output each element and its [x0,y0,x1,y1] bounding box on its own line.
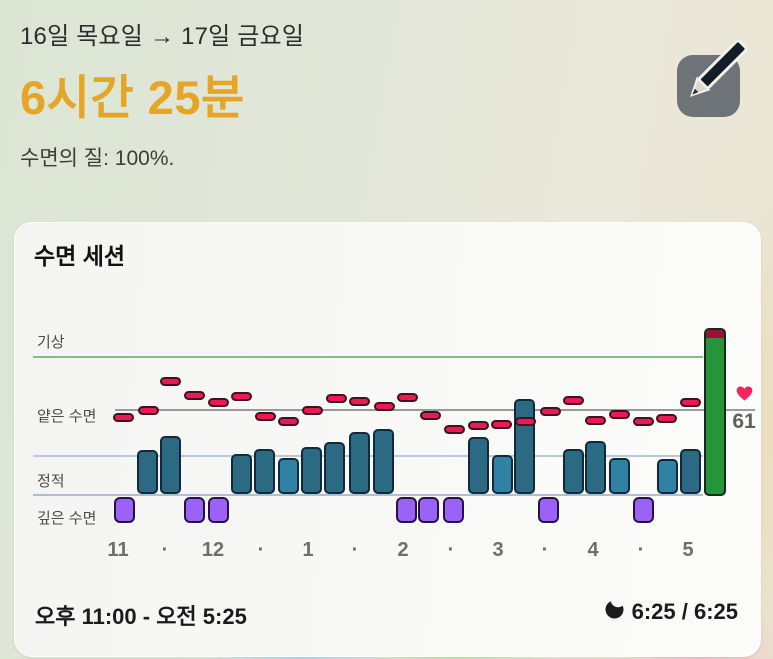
snooze-times: 6:25 / 6:25 [631,599,738,624]
movement-bar [468,437,489,494]
heart-rate-point [159,376,181,386]
heart-rate-point [325,393,347,403]
x-axis-label-hour: 2 [397,539,409,561]
movement-bar [585,441,606,494]
y-axis-label-light-sleep: 얕은 수면 [37,408,97,425]
x-axis-tick-dot: · [637,539,645,561]
heart-rate-point [562,395,584,405]
heart-rate-point [301,405,323,415]
heart-rate-point [655,413,677,423]
movement-bar [514,399,535,494]
movement-bar [563,449,584,494]
session-time-range: 오후 11:00 - 오전 5:25 [35,604,247,629]
deep-sleep-marker [114,497,135,523]
movement-bar [324,442,345,494]
heart-rate-point [254,411,276,421]
heart-rate-point [348,396,370,406]
x-axis-label-hour: 12 [201,539,225,561]
y-axis-label-quiet: 정적 [37,473,65,490]
y-axis-label-wake: 기상 [37,334,65,351]
snooze-readout: 6:25 / 6:25 [604,599,738,625]
heart-rate-point [396,392,418,402]
heart-rate-point [539,406,561,416]
crescent-moon-icon [604,599,625,625]
heart-rate-point [277,416,299,426]
heart-rate-point [514,416,536,426]
heart-rate-point [137,405,159,415]
header: 16일 목요일 → 17일 금요일 6시간 25분 수면의 질: 100%. [20,16,304,172]
x-axis-label-hour: 5 [682,539,694,561]
movement-bar [137,450,158,494]
sleep-quality: 수면의 질: 100%. [20,147,175,170]
wake-up-bar [704,328,726,496]
movement-bar [680,449,701,494]
heart-rate-point [443,424,465,434]
movement-bar [492,455,513,494]
movement-bar [657,459,678,494]
grid-line-deep-sleep [33,494,703,496]
pencil-square-icon [668,39,763,128]
deep-sleep-marker [633,497,654,523]
grid-line-light-sleep [115,409,755,411]
movement-bar [301,447,322,494]
heart-rate-point [679,397,701,407]
card-title: 수면 세션 [34,243,126,269]
heart-rate-point [608,409,630,419]
heart-rate-point [490,419,512,429]
x-axis-tick-dot: · [541,539,549,561]
date-range: 16일 목요일 → 17일 금요일 [20,23,305,50]
x-axis-tick-dot: · [447,539,455,561]
heart-rate-point [112,412,134,422]
heart-rate-value: 61 [732,410,756,433]
x-axis-label-hour: 1 [302,539,314,561]
heart-rate-point [584,415,606,425]
deep-sleep-marker [396,497,417,523]
deep-sleep-marker [208,497,229,523]
heart-rate-point [373,401,395,411]
deep-sleep-marker [538,497,559,523]
movement-bar [373,429,394,494]
sleep-duration: 6시간 25분 [20,71,245,124]
x-axis-tick-dot: · [161,539,169,561]
heart-icon [735,386,754,406]
heart-rate-point [183,390,205,400]
heart-rate-point [230,391,252,401]
heart-rate-point [632,416,654,426]
heart-rate-point [419,410,441,420]
heart-rate-readout: 61 [727,385,761,434]
x-axis-tick-dot: · [257,539,265,561]
movement-bar [609,458,630,494]
card-footer: 오후 11:00 - 오전 5:25 6:25 / 6:25 [15,597,760,637]
x-axis-label-hour: 3 [492,539,504,561]
heart-rate-point [207,397,229,407]
movement-bar [254,449,275,494]
deep-sleep-marker [184,497,205,523]
edit-button[interactable] [668,30,763,125]
movement-bar [349,432,370,494]
grid-line-wake [33,356,703,358]
deep-sleep-marker [443,497,464,523]
movement-bar [231,454,252,494]
movement-bar [160,436,181,494]
deep-sleep-marker [418,497,439,523]
wake-up-bar-cap [706,330,724,338]
x-axis-label-hour: 11 [107,539,129,561]
x-axis-tick-dot: · [351,539,359,561]
y-axis-label-deep-sleep: 깊은 수면 [37,510,97,527]
x-axis-label-hour: 4 [587,539,599,561]
heart-rate-point [467,420,489,430]
movement-bar [278,458,299,494]
